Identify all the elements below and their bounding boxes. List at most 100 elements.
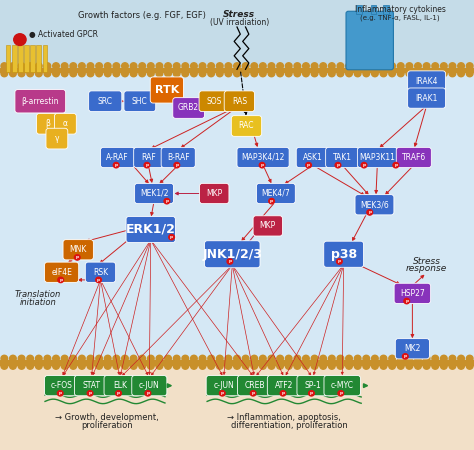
Bar bbox=[0, 70, 474, 362]
Circle shape bbox=[191, 63, 197, 69]
Text: c-MYC: c-MYC bbox=[331, 381, 354, 390]
Circle shape bbox=[182, 63, 189, 69]
Text: Translation: Translation bbox=[15, 290, 61, 299]
Circle shape bbox=[335, 162, 341, 168]
Circle shape bbox=[234, 363, 240, 369]
FancyBboxPatch shape bbox=[45, 262, 79, 283]
Circle shape bbox=[458, 356, 465, 362]
Circle shape bbox=[217, 363, 223, 369]
Circle shape bbox=[294, 70, 301, 77]
Text: p: p bbox=[337, 163, 339, 167]
Circle shape bbox=[397, 356, 404, 362]
Circle shape bbox=[53, 356, 59, 362]
Text: SHC: SHC bbox=[132, 97, 148, 106]
Circle shape bbox=[423, 363, 430, 369]
Circle shape bbox=[44, 70, 51, 77]
FancyBboxPatch shape bbox=[63, 239, 93, 260]
Circle shape bbox=[18, 356, 25, 362]
Circle shape bbox=[27, 63, 34, 69]
Circle shape bbox=[423, 356, 430, 362]
Circle shape bbox=[234, 63, 240, 69]
Bar bbox=[6, 45, 10, 72]
Circle shape bbox=[208, 63, 214, 69]
Circle shape bbox=[122, 363, 128, 369]
Text: p: p bbox=[165, 199, 168, 203]
FancyBboxPatch shape bbox=[237, 375, 272, 396]
Circle shape bbox=[380, 70, 387, 77]
Circle shape bbox=[139, 70, 146, 77]
Circle shape bbox=[302, 63, 309, 69]
Circle shape bbox=[250, 391, 256, 396]
FancyBboxPatch shape bbox=[396, 147, 431, 168]
Text: c-JUN: c-JUN bbox=[213, 381, 234, 390]
Circle shape bbox=[361, 162, 367, 168]
Circle shape bbox=[260, 356, 266, 362]
Circle shape bbox=[294, 63, 301, 69]
Circle shape bbox=[113, 363, 119, 369]
Circle shape bbox=[432, 63, 438, 69]
Circle shape bbox=[44, 363, 51, 369]
Text: GRB2: GRB2 bbox=[178, 104, 199, 112]
Circle shape bbox=[306, 162, 311, 168]
Circle shape bbox=[346, 70, 352, 77]
FancyBboxPatch shape bbox=[324, 241, 364, 267]
Circle shape bbox=[61, 63, 68, 69]
Bar bbox=[30, 45, 35, 72]
Text: IRAK4: IRAK4 bbox=[415, 76, 438, 86]
Circle shape bbox=[1, 363, 8, 369]
Circle shape bbox=[113, 70, 119, 77]
Circle shape bbox=[147, 356, 154, 362]
Circle shape bbox=[415, 63, 421, 69]
FancyBboxPatch shape bbox=[395, 338, 429, 359]
Text: response: response bbox=[406, 264, 447, 273]
Circle shape bbox=[174, 162, 180, 168]
Circle shape bbox=[208, 356, 214, 362]
Circle shape bbox=[311, 70, 318, 77]
Circle shape bbox=[96, 363, 102, 369]
Text: p: p bbox=[59, 392, 62, 395]
Text: p: p bbox=[170, 235, 173, 239]
Text: p: p bbox=[175, 163, 178, 167]
Text: A-RAF: A-RAF bbox=[106, 153, 129, 162]
Circle shape bbox=[182, 70, 189, 77]
Circle shape bbox=[9, 356, 16, 362]
FancyBboxPatch shape bbox=[357, 147, 397, 168]
Text: p: p bbox=[363, 163, 365, 167]
Text: → Inflammation, apoptosis,: → Inflammation, apoptosis, bbox=[228, 413, 341, 422]
Text: c-JUN: c-JUN bbox=[139, 381, 160, 390]
Circle shape bbox=[268, 63, 275, 69]
Circle shape bbox=[458, 363, 465, 369]
Text: p: p bbox=[261, 163, 264, 167]
Circle shape bbox=[389, 356, 395, 362]
Text: ERK1/2: ERK1/2 bbox=[126, 223, 176, 236]
Circle shape bbox=[277, 356, 283, 362]
Circle shape bbox=[397, 363, 404, 369]
Circle shape bbox=[130, 63, 137, 69]
Circle shape bbox=[87, 391, 93, 396]
Text: p: p bbox=[405, 299, 408, 303]
FancyBboxPatch shape bbox=[89, 91, 122, 112]
Circle shape bbox=[225, 63, 232, 69]
Circle shape bbox=[337, 356, 344, 362]
Circle shape bbox=[251, 356, 257, 362]
Text: IRAK1: IRAK1 bbox=[415, 94, 438, 103]
Circle shape bbox=[337, 363, 344, 369]
Circle shape bbox=[147, 63, 154, 69]
Text: γ: γ bbox=[55, 134, 59, 143]
Circle shape bbox=[277, 363, 283, 369]
Circle shape bbox=[165, 70, 172, 77]
FancyBboxPatch shape bbox=[100, 147, 135, 168]
Circle shape bbox=[208, 70, 214, 77]
Circle shape bbox=[217, 63, 223, 69]
FancyBboxPatch shape bbox=[15, 90, 65, 113]
FancyBboxPatch shape bbox=[150, 77, 183, 103]
Circle shape bbox=[147, 363, 154, 369]
Circle shape bbox=[122, 63, 128, 69]
Circle shape bbox=[251, 363, 257, 369]
Circle shape bbox=[234, 70, 240, 77]
Circle shape bbox=[251, 63, 257, 69]
Circle shape bbox=[182, 356, 189, 362]
Text: → Growth, development,: → Growth, development, bbox=[55, 413, 158, 422]
Circle shape bbox=[260, 70, 266, 77]
Circle shape bbox=[36, 70, 42, 77]
